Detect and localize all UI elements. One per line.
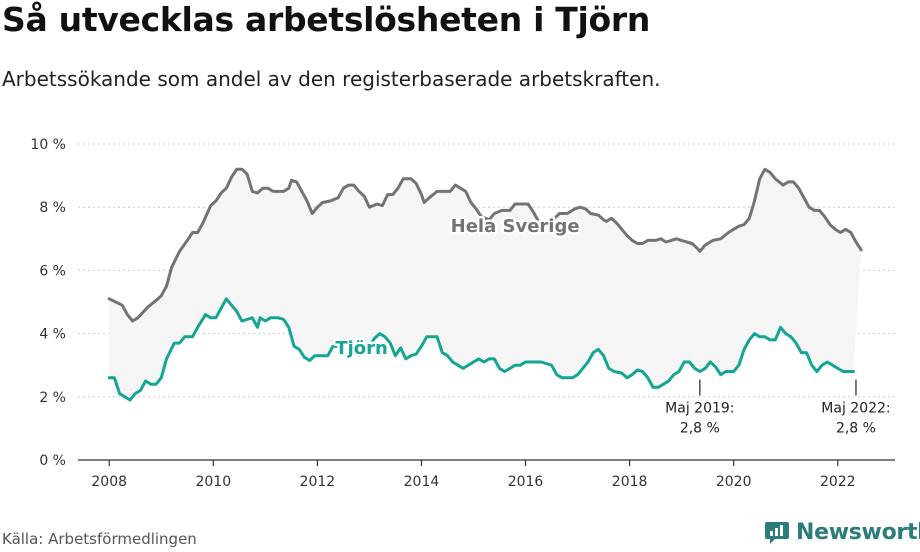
x-tick-label: 2010 — [195, 474, 231, 490]
series-label-tjorn: Tjörn — [335, 338, 388, 359]
brand-logo[interactable]: Newsworthy — [764, 519, 920, 545]
gap-area — [109, 169, 862, 400]
y-tick-label: 10 % — [30, 137, 66, 153]
source-note: Källa: Arbetsförmedlingen — [2, 530, 197, 548]
annotation-label-line1: Maj 2022: — [821, 401, 890, 417]
series-label-hela-sverige: Hela Sverige — [451, 216, 580, 237]
x-tick-label: 2008 — [91, 474, 127, 490]
newsworthy-chat-icon — [765, 522, 789, 544]
annotation-label-line2: 2,8 % — [680, 421, 720, 437]
series-lines — [107, 167, 863, 402]
y-tick-label: 0 % — [39, 453, 66, 469]
series-labels: Hela Sverige Tjörn — [333, 214, 582, 362]
series-line-tjorn — [107, 297, 855, 402]
x-tick-label: 2012 — [300, 474, 336, 490]
y-tick-label: 6 % — [39, 263, 66, 279]
x-tick-label: 2018 — [612, 474, 648, 490]
chart-subtitle: Arbetssökande som andel av den registerb… — [2, 67, 661, 91]
x-tick-label: 2020 — [716, 474, 752, 490]
y-tick-label: 4 % — [39, 327, 66, 343]
y-tick-label: 8 % — [39, 200, 66, 216]
y-tick-label: 2 % — [39, 390, 66, 406]
x-tick-label: 2022 — [820, 474, 856, 490]
axes: 0 % 2 % 4 % 6 % 8 % 10 % 2008 2010 2012 2014 2016 2… — [30, 137, 895, 490]
annotations: Maj 2019: 2,8 % Maj 2022: 2,8 % — [665, 379, 891, 437]
x-tick-label: 2016 — [508, 474, 544, 490]
annotation-label-line1: Maj 2019: — [665, 401, 734, 417]
brand-name: Newsworthy — [796, 519, 920, 545]
chart-title: Så utvecklas arbetslösheten i Tjörn — [2, 0, 651, 39]
x-tick-label: 2014 — [404, 474, 440, 490]
series-line-hela-sverige — [107, 167, 863, 323]
annotation-label-line2: 2,8 % — [836, 421, 876, 437]
